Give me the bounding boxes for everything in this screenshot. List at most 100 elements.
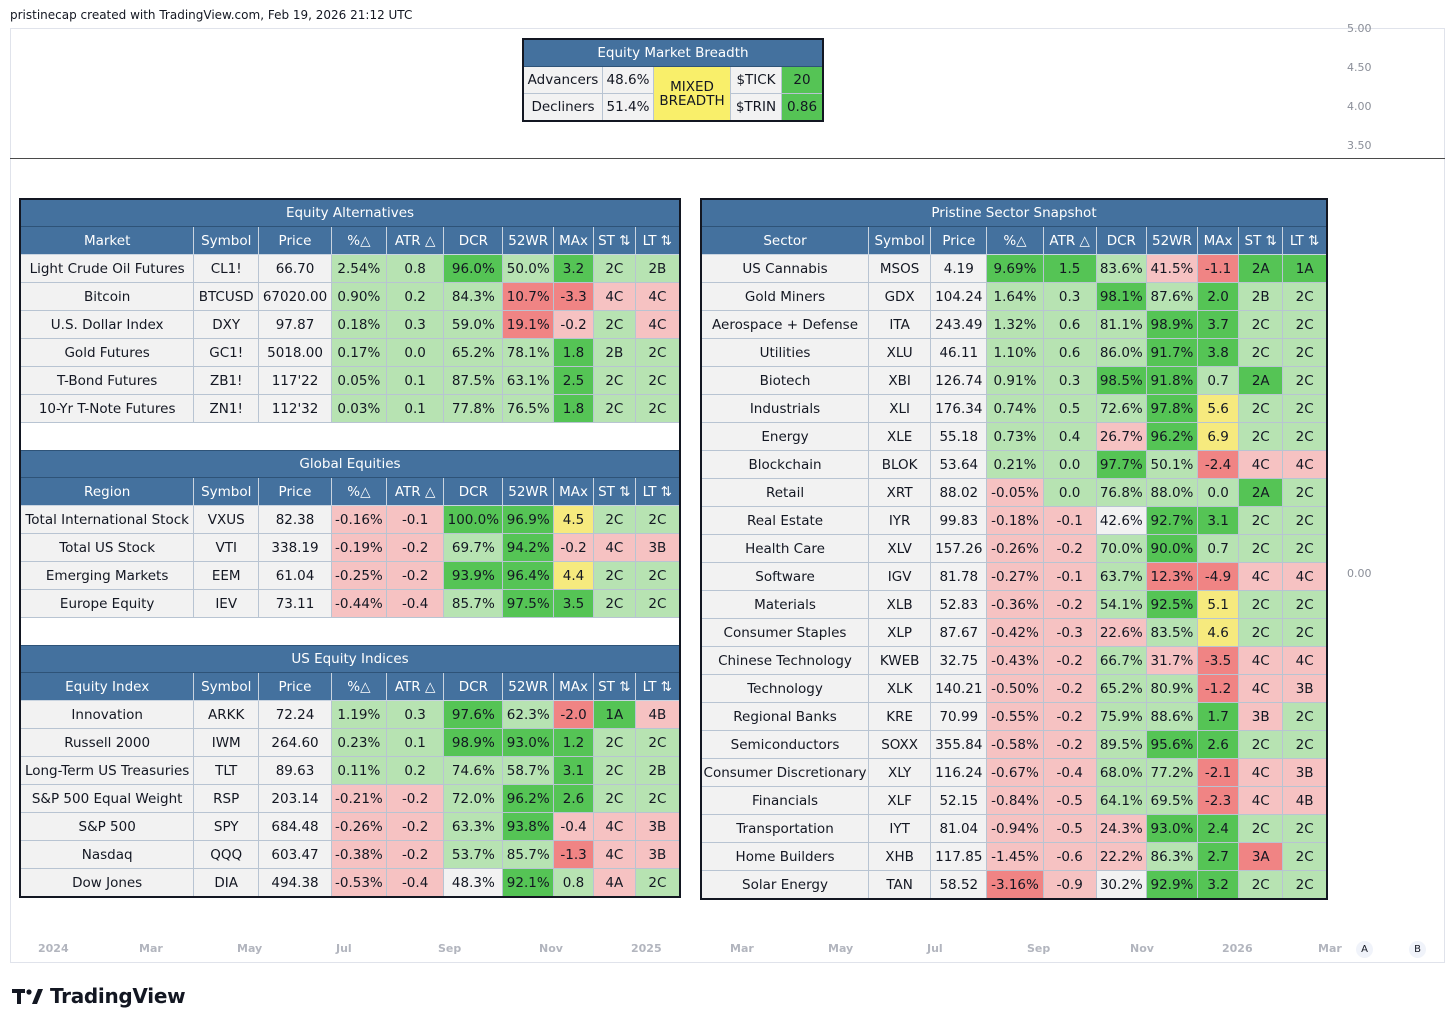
table-cell: 0.3 <box>1043 283 1096 311</box>
column-header: 52WR <box>503 227 554 255</box>
table-cell: 117.85 <box>931 843 987 871</box>
table-row[interactable]: Home Builders XHB 117.85 -1.45% -0.6 22.2% 86.… <box>701 843 1327 871</box>
table-cell: 2C <box>1283 283 1327 311</box>
table-cell: 93.0% <box>1146 815 1197 843</box>
table-row[interactable]: Gold Futures GC1! 5018.00 0.17% 0.0 65.2% 78.1… <box>20 339 680 367</box>
table-cell: Light Crude Oil Futures <box>20 255 194 283</box>
table-cell: 1.32% <box>987 311 1043 339</box>
table-row[interactable]: Retail XRT 88.02 -0.05% 0.0 76.8% 88.0% 0.0 2A 2C <box>701 479 1327 507</box>
table-row[interactable]: Semiconductors SOXX 355.84 -0.58% -0.2 89.5% 9… <box>701 731 1327 759</box>
table-cell: 88.6% <box>1146 703 1197 731</box>
table-row[interactable]: Regional Banks KRE 70.99 -0.55% -0.2 75.9% 88.… <box>701 703 1327 731</box>
scale-b-button[interactable]: B <box>1409 941 1426 958</box>
table-row[interactable]: Energy XLE 55.18 0.73% 0.4 26.7% 96.2% 6.9 2C 2C <box>701 423 1327 451</box>
tradingview-logo[interactable]: TradingView <box>12 984 185 1008</box>
table-cell: Solar Energy <box>701 871 869 900</box>
table-row[interactable]: Industrials XLI 176.34 0.74% 0.5 72.6% 97.8% 5.… <box>701 395 1327 423</box>
table-cell: -0.19% <box>331 534 386 562</box>
table-row[interactable]: T-Bond Futures ZB1! 117'22 0.05% 0.1 87.5% 63.… <box>20 367 680 395</box>
table-cell: 3B <box>635 841 680 869</box>
table-cell: 96.4% <box>503 562 554 590</box>
table-row[interactable]: Financials XLF 52.15 -0.84% -0.5 64.1% 69.5% -2… <box>701 787 1327 815</box>
table-row[interactable]: Technology XLK 140.21 -0.50% -0.2 65.2% 80.9% -… <box>701 675 1327 703</box>
table-row[interactable]: U.S. Dollar Index DXY 97.87 0.18% 0.3 59.0% 19… <box>20 311 680 339</box>
table-row[interactable]: Real Estate IYR 99.83 -0.18% -0.1 42.6% 92.7% 3… <box>701 507 1327 535</box>
table-cell: 2C <box>635 367 680 395</box>
table-cell: -0.2 <box>386 534 444 562</box>
column-header: ATR △ <box>386 673 444 701</box>
table-row[interactable]: S&P 500 SPY 684.48 -0.26% -0.2 63.3% 93.8% -0.4… <box>20 813 680 841</box>
table-cell: 0.23% <box>331 729 386 757</box>
table-cell: Blockchain <box>701 451 869 479</box>
table-row[interactable]: Biotech XBI 126.74 0.91% 0.3 98.5% 91.8% 0.7 2A 2… <box>701 367 1327 395</box>
table-cell: CL1! <box>194 255 259 283</box>
table-cell: 88.02 <box>931 479 987 507</box>
table-cell: Dow Jones <box>20 869 194 898</box>
table-row[interactable]: Dow Jones DIA 494.38 -0.53% -0.4 48.3% 92.1% 0.… <box>20 869 680 898</box>
table-cell: 0.21% <box>987 451 1043 479</box>
table-cell: 77.8% <box>444 395 503 423</box>
table-cell: Financials <box>701 787 869 815</box>
table-cell: 2C <box>635 785 680 813</box>
table-cell: -0.18% <box>987 507 1043 535</box>
table-row[interactable]: Total International Stock VXUS 82.38 -0.16%… <box>20 506 680 534</box>
table-cell: XLF <box>869 787 931 815</box>
table-cell: 2A <box>1239 367 1283 395</box>
table-row[interactable]: Consumer Discretionary XLY 116.24 -0.67% -0.… <box>701 759 1327 787</box>
table-row[interactable]: Materials XLB 52.83 -0.36% -0.2 54.1% 92.5% 5.1… <box>701 591 1327 619</box>
table-cell: -0.2 <box>554 534 594 562</box>
table-cell: 87.6% <box>1146 283 1197 311</box>
table-row[interactable]: US Cannabis MSOS 4.19 9.69% 1.5 83.6% 41.5% -1.… <box>701 255 1327 283</box>
table-cell: 1.64% <box>987 283 1043 311</box>
table-cell: -0.26% <box>331 813 386 841</box>
table-row[interactable]: Emerging Markets EEM 61.04 -0.25% -0.2 93.9% 9… <box>20 562 680 590</box>
table-cell: 66.70 <box>259 255 332 283</box>
table-cell: 2C <box>1283 843 1327 871</box>
table-cell: 4.6 <box>1198 619 1239 647</box>
table-cell: XRT <box>869 479 931 507</box>
trin-label: $TRIN <box>731 94 782 122</box>
table-row[interactable]: Blockchain BLOK 53.64 0.21% 0.0 97.7% 50.1% -2.… <box>701 451 1327 479</box>
table-cell: 2C <box>593 311 635 339</box>
table-cell: 1A <box>1283 255 1327 283</box>
table-cell: 26.7% <box>1096 423 1146 451</box>
table-row[interactable]: Chinese Technology KWEB 32.75 -0.43% -0.2 66.… <box>701 647 1327 675</box>
table-row[interactable]: Europe Equity IEV 73.11 -0.44% -0.4 85.7% 97.5… <box>20 590 680 618</box>
table-cell: Materials <box>701 591 869 619</box>
table-cell: TLT <box>194 757 259 785</box>
table-cell: Retail <box>701 479 869 507</box>
table-row[interactable]: Software IGV 81.78 -0.27% -0.1 63.7% 12.3% -4.9… <box>701 563 1327 591</box>
table-row[interactable]: Light Crude Oil Futures CL1! 66.70 2.54% 0.8… <box>20 255 680 283</box>
table-row[interactable]: Total US Stock VTI 338.19 -0.19% -0.2 69.7% 94… <box>20 534 680 562</box>
table-cell: 116.24 <box>931 759 987 787</box>
table-cell: 62.3% <box>503 701 554 729</box>
table-row[interactable]: Consumer Staples XLP 87.67 -0.42% -0.3 22.6% 8… <box>701 619 1327 647</box>
table-row[interactable]: Bitcoin BTCUSD 67020.00 0.90% 0.2 84.3% 10.7% -… <box>20 283 680 311</box>
table-cell: 68.0% <box>1096 759 1146 787</box>
table-cell: 2C <box>1283 703 1327 731</box>
table-row[interactable]: Gold Miners GDX 104.24 1.64% 0.3 98.1% 87.6% 2.… <box>701 283 1327 311</box>
table-row[interactable]: Aerospace + Defense ITA 243.49 1.32% 0.6 81.1… <box>701 311 1327 339</box>
table-cell: 98.1% <box>1096 283 1146 311</box>
table-cell: 65.2% <box>1096 675 1146 703</box>
table-cell: 2C <box>1283 367 1327 395</box>
table-row[interactable]: Transportation IYT 81.04 -0.94% -0.5 24.3% 93.… <box>701 815 1327 843</box>
table-cell: -4.9 <box>1198 563 1239 591</box>
table-row[interactable]: Russell 2000 IWM 264.60 0.23% 0.1 98.9% 93.0% 1… <box>20 729 680 757</box>
table-cell: SOXX <box>869 731 931 759</box>
table-row[interactable]: Solar Energy TAN 58.52 -3.16% -0.9 30.2% 92.9%… <box>701 871 1327 900</box>
table-row[interactable]: 10-Yr T-Note Futures ZN1! 112'32 0.03% 0.1 77… <box>20 395 680 423</box>
scale-auto-button[interactable]: A <box>1356 941 1373 958</box>
table-cell: 4C <box>635 283 680 311</box>
table-cell: Russell 2000 <box>20 729 194 757</box>
table-row[interactable]: Health Care XLV 157.26 -0.26% -0.2 70.0% 90.0%… <box>701 535 1327 563</box>
table-cell: 46.11 <box>931 339 987 367</box>
table-row[interactable]: Nasdaq QQQ 603.47 -0.38% -0.2 53.7% 85.7% -1.3 4… <box>20 841 680 869</box>
table-row[interactable]: Long-Term US Treasuries TLT 89.63 0.11% 0.2 7… <box>20 757 680 785</box>
column-header: Symbol <box>869 227 931 255</box>
table-section-title: US Equity Indices <box>20 646 680 673</box>
table-row[interactable]: S&P 500 Equal Weight RSP 203.14 -0.21% -0.2 7… <box>20 785 680 813</box>
table-row[interactable]: Utilities XLU 46.11 1.10% 0.6 86.0% 91.7% 3.8 2C… <box>701 339 1327 367</box>
table-cell: 5.1 <box>1198 591 1239 619</box>
table-row[interactable]: Innovation ARKK 72.24 1.19% 0.3 97.6% 62.3% -2.… <box>20 701 680 729</box>
